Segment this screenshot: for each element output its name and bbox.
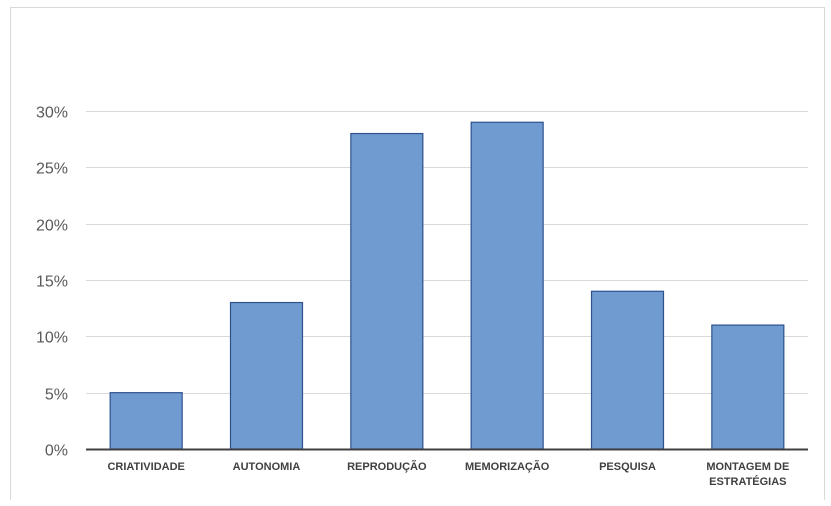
x-tick-label: CRIATIVIDADE	[107, 461, 184, 473]
x-tick-labels: CRIATIVIDADE AUTONOMIA REPRODUÇÃO MEMORIZAÇ…	[107, 460, 789, 488]
y-tick-label: 15%	[36, 274, 68, 291]
gridlines	[86, 111, 808, 394]
x-tick-label-line: ESTRATÉGIAS	[709, 475, 786, 488]
bars	[109, 121, 785, 450]
x-tick-label: PESQUISA	[599, 461, 656, 473]
x-tick-label: MEMORIZAÇÃO	[465, 460, 550, 473]
y-tick-label: 25%	[36, 161, 68, 178]
x-tick-label: AUTONOMIA	[233, 461, 301, 473]
bar	[470, 121, 544, 450]
x-tick-label-line: PESQUISA	[599, 461, 656, 473]
x-tick-label-line: MONTAGEM DE	[706, 461, 789, 473]
y-tick-label: 20%	[36, 218, 68, 235]
bar	[109, 392, 183, 450]
bar	[229, 301, 304, 450]
y-tick-labels: 0% 5% 10% 15% 20% 25% 30%	[36, 105, 68, 460]
bar	[590, 290, 665, 450]
x-tick-label-line: CRIATIVIDADE	[107, 461, 184, 473]
y-tick-label: 30%	[36, 105, 68, 122]
y-tick-label: 0%	[45, 443, 68, 460]
x-tick-label-line: MEMORIZAÇÃO	[465, 460, 550, 473]
bar	[350, 132, 424, 450]
y-tick-label: 5%	[45, 387, 68, 404]
x-tick-label: MONTAGEM DE ESTRATÉGIAS	[706, 461, 789, 488]
y-tick-label: 10%	[36, 330, 68, 347]
x-tick-label-line: REPRODUÇÃO	[347, 460, 427, 473]
x-tick-label-line: AUTONOMIA	[233, 461, 301, 473]
x-tick-label: REPRODUÇÃO	[347, 460, 427, 473]
bar	[711, 324, 785, 450]
